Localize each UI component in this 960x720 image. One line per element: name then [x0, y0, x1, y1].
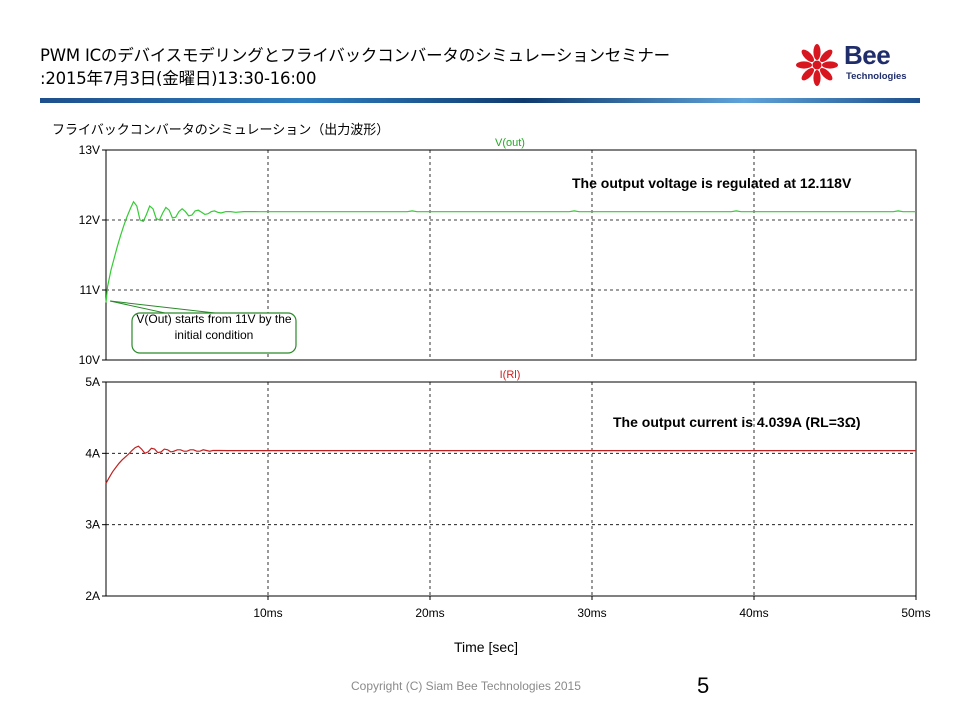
copyright-footer: Copyright (C) Siam Bee Technologies 2015 — [351, 679, 581, 693]
vout-y-ticks: 13V 12V 11V 10V — [79, 143, 106, 367]
vout-y-tick-label: 10V — [79, 353, 100, 367]
initial-condition-callout — [131, 312, 297, 354]
callout-leader-line — [109, 300, 216, 314]
x-tick-label: 10ms — [253, 606, 282, 620]
page-number: 5 — [697, 673, 710, 698]
x-tick-label: 40ms — [739, 606, 768, 620]
initial-condition-callout-text-box: V(Out) starts from 11V by the initial co… — [136, 312, 292, 342]
irl-series-label: I(Rl) — [500, 369, 521, 381]
slide-title: PWM ICのデバイスモデリングとフライバックコンバータのシミュレーションセミナ… — [40, 44, 780, 90]
vout-y-tick-label: 12V — [79, 213, 100, 227]
slide-title-line1: PWM ICのデバイスモデリングとフライバックコンバータのシミュレーションセミナ… — [40, 46, 670, 65]
vout-plot-frame — [105, 149, 917, 361]
logo-center — [812, 60, 822, 70]
vout-panel: 13V 12V 11V 10V V(out) The output voltage i… — [79, 137, 917, 367]
irl-y-tick-label: 4A — [85, 446, 100, 460]
chart-subtitle: フライバックコンバータのシミュレーション（出力波形） — [52, 123, 390, 138]
bee-technologies-logo: Bee Technologies — [792, 40, 932, 88]
irl-panel: 5A 4A 3A 2A I(Rl) The output current is 4.0… — [85, 369, 917, 603]
irl-y-ticks: 5A 4A 3A 2A — [85, 375, 106, 603]
vout-y-tick-label: 11V — [80, 283, 100, 297]
x-tick-label: 50ms — [901, 606, 930, 620]
callout-leader-line-2 — [109, 300, 166, 314]
irl-y-tick-label: 2A — [85, 589, 100, 603]
logo-petal — [796, 61, 812, 69]
x-tick-label: 20ms — [415, 606, 444, 620]
x-tick-label: 30ms — [577, 606, 606, 620]
vout-y-tick-label: 13V — [79, 143, 100, 157]
bee-flower-icon — [796, 44, 838, 86]
irl-current-annotation: The output current is 4.039A (RL=3Ω) — [613, 414, 861, 430]
x-tick-labels: 10ms 20ms 30ms 40ms 50ms — [253, 596, 931, 620]
logo-word: Bee — [844, 40, 891, 70]
logo-petal — [819, 67, 833, 81]
irl-plot-frame — [105, 381, 917, 597]
irl-y-tick-label: 3A — [85, 518, 100, 532]
initial-condition-callout-text: V(Out) starts from 11V by the initial co… — [136, 312, 292, 342]
vout-regulation-annotation: The output voltage is regulated at 12.11… — [572, 175, 852, 191]
irl-y-tick-label: 5A — [85, 375, 100, 389]
logo-petal — [819, 49, 833, 63]
vout-series-line — [105, 200, 916, 303]
header-divider — [40, 98, 920, 103]
logo-petal — [813, 70, 821, 86]
logo-petal — [801, 67, 815, 81]
irl-series-line — [105, 445, 916, 484]
logo-subtext: Technologies — [846, 71, 907, 82]
x-axis-label: Time [sec] — [454, 639, 518, 655]
slide-title-line2: :2015年7月3日(金曜日)13:30-16:00 — [40, 69, 317, 88]
logo-petal — [822, 61, 838, 69]
irl-grid — [106, 382, 916, 596]
logo-petal — [801, 49, 815, 63]
vout-series-label: V(out) — [495, 137, 525, 149]
logo-petal — [813, 44, 821, 60]
